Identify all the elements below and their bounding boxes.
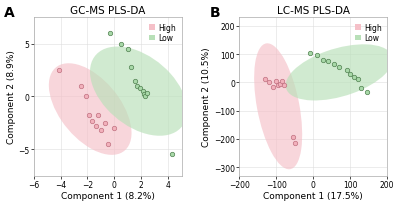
Title: LC-MS PLS-DA: LC-MS PLS-DA <box>277 6 350 16</box>
Ellipse shape <box>254 44 302 170</box>
Legend: High, Low: High, Low <box>354 22 383 44</box>
Ellipse shape <box>49 64 132 155</box>
Title: GC-MS PLS-DA: GC-MS PLS-DA <box>70 6 145 16</box>
Ellipse shape <box>90 47 187 136</box>
X-axis label: Component 1 (8.2%): Component 1 (8.2%) <box>61 192 154 200</box>
Text: B: B <box>210 6 220 20</box>
Ellipse shape <box>286 45 393 101</box>
Y-axis label: Component 2 (10.5%): Component 2 (10.5%) <box>202 47 212 146</box>
Text: A: A <box>4 6 15 20</box>
X-axis label: Component 1 (17.5%): Component 1 (17.5%) <box>263 192 363 200</box>
Legend: High, Low: High, Low <box>148 22 178 44</box>
Y-axis label: Component 2 (8.9%): Component 2 (8.9%) <box>6 50 16 144</box>
